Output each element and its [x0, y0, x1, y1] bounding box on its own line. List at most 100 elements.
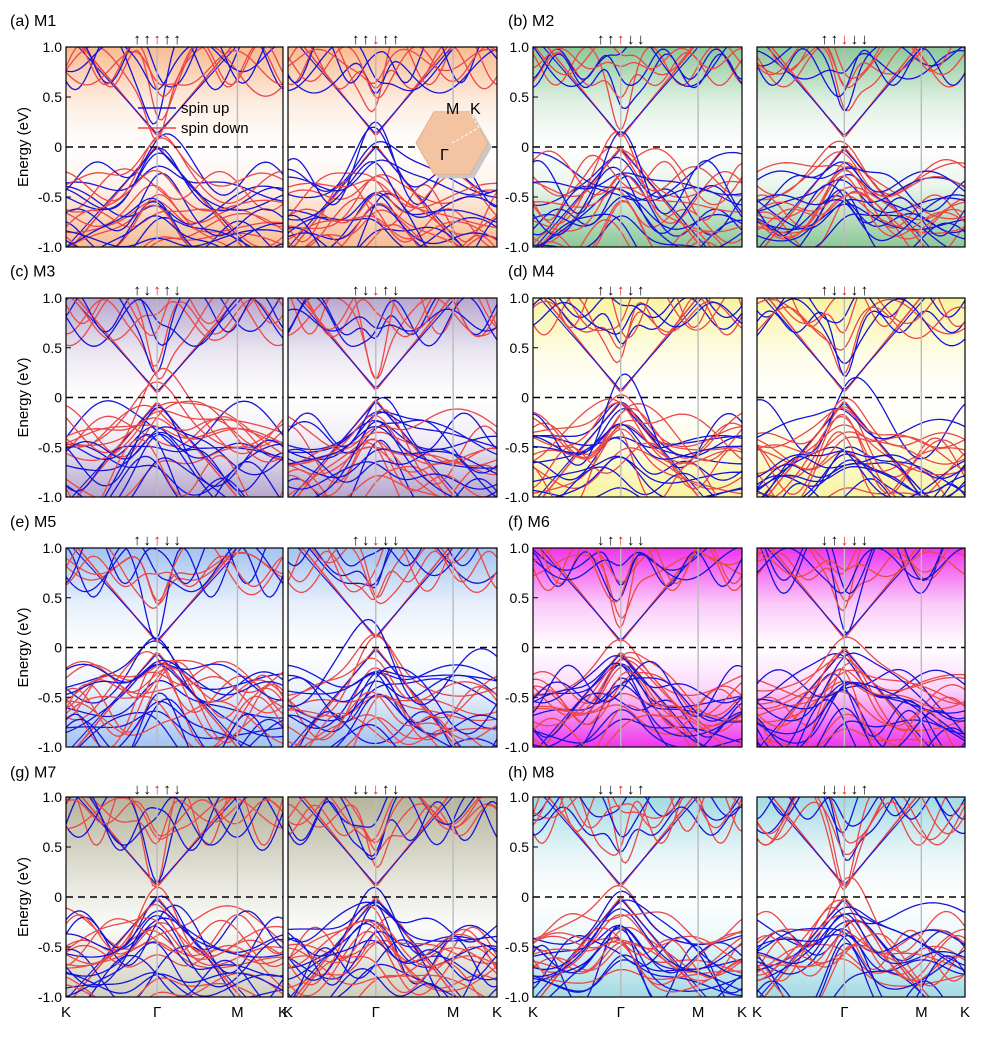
- y-tick-label: 0.5: [43, 340, 63, 356]
- y-tick-label: -0.5: [38, 189, 62, 205]
- upper-band: [558, 298, 742, 319]
- valence-manifold-band: [533, 935, 742, 964]
- spin-arrow: ↑: [617, 282, 625, 299]
- spin-arrow: ↓: [637, 31, 645, 48]
- valence-manifold-band: [66, 217, 253, 247]
- valence-manifold-band: [288, 446, 497, 476]
- valence-manifold-band: [757, 431, 965, 465]
- valence-manifold-band: [288, 678, 497, 722]
- valence-manifold-band: [66, 886, 283, 955]
- upper-band: [757, 298, 965, 364]
- valence-manifold-band: [757, 681, 965, 735]
- upper-band: [288, 47, 497, 92]
- k-point-label: M: [231, 1004, 244, 1021]
- bands: [66, 797, 283, 997]
- y-tick-label: 1.0: [510, 540, 530, 556]
- valence-manifold-band: [533, 149, 742, 199]
- y-tick-label: -1.0: [38, 239, 62, 255]
- valence-manifold-band: [533, 130, 742, 225]
- upper-band: [288, 803, 497, 868]
- spin-arrow: ↑: [637, 282, 645, 299]
- valence-manifold-band: [757, 195, 965, 234]
- bands: [288, 548, 497, 747]
- spin-arrow: ↑: [163, 282, 171, 299]
- upper-band: [70, 298, 283, 341]
- conduction-band-up: [76, 797, 238, 885]
- valence-manifold-band: [66, 910, 283, 958]
- bands: [533, 797, 742, 997]
- y-tick-label: 0.5: [510, 839, 530, 855]
- valence-manifold-band: [533, 664, 742, 708]
- valence-manifold-band: [579, 219, 712, 247]
- valence-manifold-band: [288, 465, 448, 497]
- spin-arrow: ↑: [382, 781, 390, 798]
- valence-manifold-band: [757, 699, 935, 747]
- upper-band: [288, 298, 497, 348]
- bands: [533, 298, 742, 497]
- valence-manifold-band: [757, 487, 929, 497]
- valence-manifold-band: [66, 133, 283, 196]
- valence-manifold-band: [288, 691, 497, 741]
- y-tick-label: -1.0: [505, 989, 529, 1005]
- valence-manifold-band: [757, 194, 965, 242]
- valence-manifold-band: [288, 672, 497, 735]
- valence-manifold-band: [757, 707, 965, 747]
- valence-manifold-band: [533, 407, 742, 459]
- valence-manifold-band: [288, 920, 497, 968]
- valence-manifold-band: [288, 396, 497, 452]
- plot-frame: [287, 46, 498, 248]
- spin-arrow: ↑: [597, 282, 605, 299]
- valence-manifold-band: [288, 923, 497, 967]
- k-point-label: M: [692, 1004, 705, 1021]
- valence-manifold-band: [533, 154, 742, 221]
- bands: [66, 47, 283, 247]
- valence-manifold-band: [288, 941, 497, 989]
- valence-manifold-band: [533, 447, 742, 490]
- bz-label-m: M: [446, 101, 459, 118]
- upper-band: [66, 298, 283, 346]
- valence-manifold-band: [533, 424, 742, 464]
- valence-manifold-band: [288, 922, 497, 981]
- spin-arrow: ↓: [173, 532, 181, 549]
- y-tick-label: 1.0: [43, 789, 63, 805]
- spin-arrow: ↓: [133, 781, 141, 798]
- valence-manifold-band: [533, 200, 725, 247]
- valence-manifold-band: [533, 413, 742, 461]
- spin-arrow: ↓: [362, 532, 370, 549]
- valence-manifold-band: [66, 941, 283, 997]
- valence-manifold-band: [757, 407, 965, 440]
- valence-manifold-band: [533, 173, 742, 233]
- panel-label: (f) M6: [508, 514, 550, 531]
- valence-manifold-band: [66, 945, 283, 997]
- y-tick-label: -0.5: [38, 439, 62, 455]
- valence-manifold-band: [288, 918, 497, 992]
- valence-manifold-band: [757, 397, 965, 447]
- valence-manifold-band: [66, 929, 283, 965]
- upper-band: [288, 48, 497, 84]
- valence-manifold-band: [66, 671, 283, 714]
- conduction-band-up: [766, 548, 923, 636]
- valence-manifold-band: [757, 933, 965, 990]
- valence-manifold-band: [533, 215, 701, 247]
- spin-arrow: ↑: [821, 282, 829, 299]
- valence-manifold-band: [288, 159, 497, 196]
- bands: [533, 47, 742, 247]
- valence-manifold-band: [66, 917, 283, 960]
- valence-manifold-band: [757, 942, 944, 997]
- spin-arrow: ↓: [861, 532, 869, 549]
- k-point-label: Γ: [153, 1004, 161, 1021]
- valence-manifold-band: [358, 974, 486, 997]
- valence-manifold-band: [117, 700, 254, 747]
- upper-band: [533, 797, 741, 838]
- y-tick-label: 0: [521, 640, 529, 656]
- panel-label: (e) M5: [10, 514, 56, 531]
- valence-manifold-band: [66, 445, 283, 492]
- valence-manifold-band: [66, 169, 283, 213]
- valence-manifold-band: [329, 723, 497, 747]
- upper-band: [288, 797, 476, 828]
- valence-manifold-band: [339, 202, 464, 247]
- valence-manifold-band: [533, 437, 742, 481]
- valence-manifold-band: [762, 454, 965, 497]
- valence-manifold-band: [66, 457, 227, 497]
- valence-manifold-band: [757, 161, 965, 229]
